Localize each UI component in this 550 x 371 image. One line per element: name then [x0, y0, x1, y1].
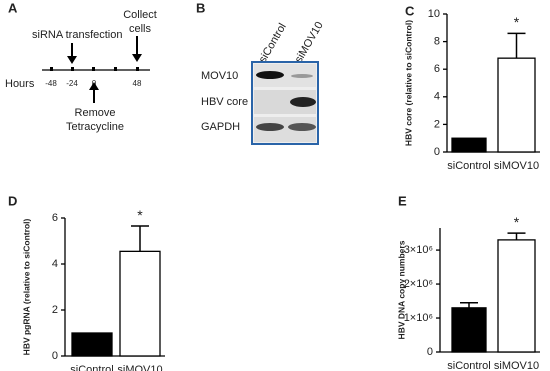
y-tick-label: 0: [52, 350, 58, 362]
y-tick-label: 0: [427, 346, 433, 358]
bar: [71, 332, 113, 357]
row-label: HBV core: [201, 96, 248, 108]
y-tick-label: 1×10⁶: [404, 312, 433, 324]
event-label: Collect: [123, 9, 157, 21]
y-tick-label: 6: [52, 212, 58, 224]
panel-label: D: [8, 193, 17, 208]
panel-label: C: [405, 3, 415, 18]
y-tick-label: 4: [434, 91, 440, 103]
x-tick-label: siMOV10: [494, 360, 539, 371]
event-label: siRNA transfection: [32, 29, 122, 41]
row-label: MOV10: [201, 70, 238, 82]
bar: [451, 307, 487, 353]
timeline-tick: -24: [66, 79, 78, 88]
lane-label: siControl: [257, 21, 289, 65]
y-tick-label: 4: [52, 258, 58, 270]
y-tick-label: 8: [434, 36, 440, 48]
x-tick-label: siControl: [447, 160, 490, 172]
panel-label: B: [196, 0, 205, 15]
y-tick-label: 2×10⁶: [404, 278, 433, 290]
bar: [497, 239, 536, 353]
lane-label: siMOV10: [293, 20, 326, 65]
x-tick-label: siMOV10: [494, 160, 539, 172]
annotation: *: [514, 214, 520, 230]
y-tick-label: 2: [434, 118, 440, 130]
y-tick-label: 3×10⁶: [404, 244, 433, 256]
x-tick-label: siMOV10: [117, 364, 162, 371]
y-tick-label: 0: [434, 146, 440, 158]
bar: [451, 137, 487, 153]
y-tick-label: 6: [434, 63, 440, 75]
blot-bands: [254, 64, 316, 142]
event-label: Tetracycline: [66, 121, 124, 133]
row-label: GAPDH: [201, 121, 240, 133]
panel-label: E: [398, 193, 407, 208]
timeline-tick: -48: [45, 79, 57, 88]
bar: [497, 57, 536, 153]
x-tick-label: siControl: [447, 360, 490, 371]
y-tick-label: 2: [52, 304, 58, 316]
timeline-ticks: [50, 67, 139, 71]
bar: [119, 250, 161, 357]
y-axis-label: HBV DNA copy numbers: [396, 240, 406, 339]
event-label: cells: [129, 23, 152, 35]
timeline-tick: 48: [133, 79, 142, 88]
event-label: Remove: [75, 107, 116, 119]
y-tick-label: 10: [428, 8, 440, 20]
panel-label: A: [8, 0, 18, 15]
arrows: [67, 36, 142, 103]
annotation: *: [137, 207, 143, 223]
y-axis-label: HBV core (relative to siControl): [403, 20, 413, 146]
y-axis-label: HBV pgRNA (relative to siControl): [21, 219, 31, 356]
timeline-label: Hours: [5, 78, 35, 90]
x-tick-label: siControl: [70, 364, 113, 371]
annotation: *: [514, 14, 520, 30]
